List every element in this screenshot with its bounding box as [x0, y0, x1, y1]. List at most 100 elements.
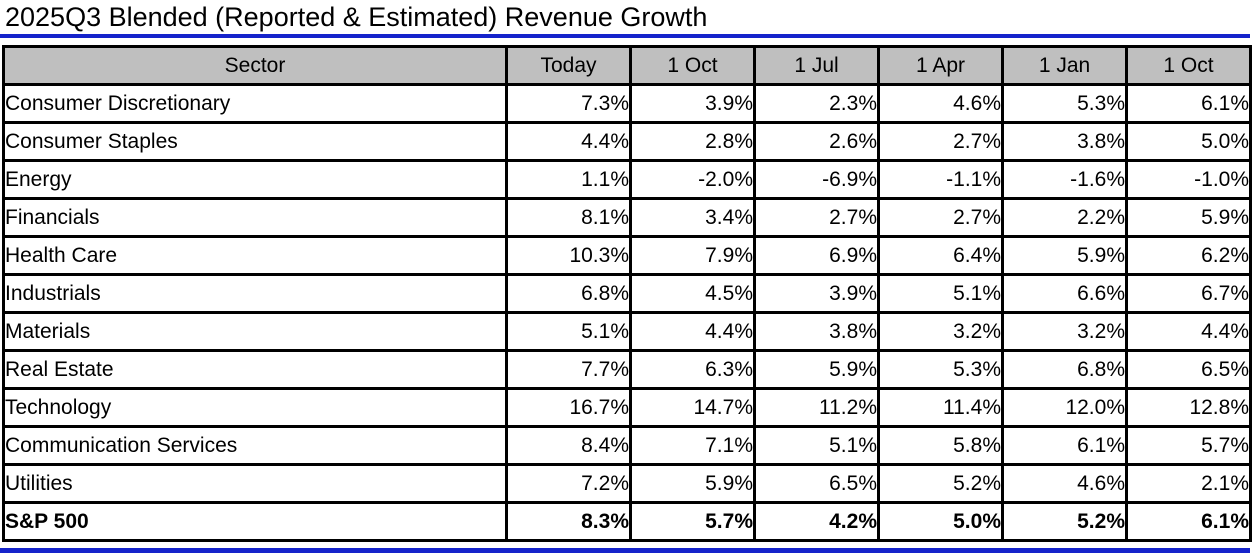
value-cell: 3.2%	[1001, 311, 1128, 352]
value-cell: 2.2%	[1001, 197, 1128, 238]
value-cell: 6.8%	[505, 273, 632, 314]
value-cell: 2.7%	[877, 121, 1004, 162]
value-cell: 7.9%	[629, 235, 756, 276]
column-header: Sector	[2, 45, 508, 86]
column-header: Today	[505, 45, 632, 86]
value-cell: 5.3%	[877, 349, 1004, 390]
value-cell: 5.0%	[1125, 121, 1252, 162]
value-cell: 14.7%	[629, 387, 756, 428]
value-cell: 2.3%	[753, 83, 880, 124]
value-cell: 7.7%	[505, 349, 632, 390]
value-cell: 5.9%	[753, 349, 880, 390]
value-cell: 4.2%	[753, 501, 880, 542]
sector-cell: Materials	[2, 311, 508, 352]
value-cell: 2.8%	[629, 121, 756, 162]
table-row: Consumer Discretionary 7.3% 3.9% 2.3% 4.6% 5.…	[2, 83, 1252, 124]
value-cell: 6.5%	[1125, 349, 1252, 390]
table-row: S&P 500 8.3% 5.7% 4.2% 5.0% 5.2% 6.1%	[2, 501, 1252, 542]
value-cell: 5.9%	[1001, 235, 1128, 276]
value-cell: 5.2%	[877, 463, 1004, 504]
value-cell: 5.2%	[1001, 501, 1128, 542]
value-cell: 12.0%	[1001, 387, 1128, 428]
sector-cell: Consumer Discretionary	[2, 83, 508, 124]
sector-cell: Financials	[2, 197, 508, 238]
value-cell: 6.8%	[1001, 349, 1128, 390]
title-underline-rule	[0, 34, 1250, 38]
value-cell: 6.3%	[629, 349, 756, 390]
value-cell: 5.7%	[629, 501, 756, 542]
value-cell: 5.1%	[505, 311, 632, 352]
table-row: Industrials 6.8% 4.5% 3.9% 5.1% 6.6% 6.7%	[2, 273, 1252, 314]
bottom-rule	[0, 548, 1250, 553]
revenue-growth-table: Sector Today 1 Oct 1 Jul 1 Apr 1 Jan 1 Oct Con…	[2, 45, 1252, 542]
value-cell: -1.1%	[877, 159, 1004, 200]
value-cell: 4.6%	[1001, 463, 1128, 504]
page-title: 2025Q3 Blended (Reported & Estimated) Re…	[5, 2, 708, 32]
value-cell: 5.1%	[877, 273, 1004, 314]
table-row: Real Estate 7.7% 6.3% 5.9% 5.3% 6.8% 6.5%	[2, 349, 1252, 390]
sector-cell: Consumer Staples	[2, 121, 508, 162]
value-cell: 3.8%	[753, 311, 880, 352]
value-cell: 5.8%	[877, 425, 1004, 466]
value-cell: 3.4%	[629, 197, 756, 238]
sector-cell: S&P 500	[2, 501, 508, 542]
value-cell: 8.1%	[505, 197, 632, 238]
column-header: 1 Jan	[1001, 45, 1128, 86]
value-cell: 4.4%	[505, 121, 632, 162]
table-row: Utilities 7.2% 5.9% 6.5% 5.2% 4.6% 2.1%	[2, 463, 1252, 504]
value-cell: 2.1%	[1125, 463, 1252, 504]
value-cell: 3.9%	[753, 273, 880, 314]
value-cell: 12.8%	[1125, 387, 1252, 428]
value-cell: 2.7%	[877, 197, 1004, 238]
value-cell: 5.9%	[1125, 197, 1252, 238]
value-cell: 3.9%	[629, 83, 756, 124]
value-cell: 8.3%	[505, 501, 632, 542]
value-cell: -1.0%	[1125, 159, 1252, 200]
header-row: Sector Today 1 Oct 1 Jul 1 Apr 1 Jan 1 Oct	[2, 45, 1252, 86]
value-cell: 6.1%	[1125, 83, 1252, 124]
table-row: Communication Services 8.4% 7.1% 5.1% 5.8% 6.…	[2, 425, 1252, 466]
column-header: 1 Oct	[1125, 45, 1252, 86]
sector-cell: Communication Services	[2, 425, 508, 466]
sector-cell: Energy	[2, 159, 508, 200]
value-cell: 5.0%	[877, 501, 1004, 542]
value-cell: 3.8%	[1001, 121, 1128, 162]
value-cell: 5.9%	[629, 463, 756, 504]
value-cell: 7.1%	[629, 425, 756, 466]
sector-cell: Industrials	[2, 273, 508, 314]
table-row: Energy 1.1% -2.0% -6.9% -1.1% -1.6% -1.0%	[2, 159, 1252, 200]
value-cell: 11.2%	[753, 387, 880, 428]
value-cell: 6.1%	[1001, 425, 1128, 466]
table-row: Health Care 10.3% 7.9% 6.9% 6.4% 5.9% 6.2%	[2, 235, 1252, 276]
table-row: Materials 5.1% 4.4% 3.8% 3.2% 3.2% 4.4%	[2, 311, 1252, 352]
value-cell: 6.4%	[877, 235, 1004, 276]
value-cell: 6.9%	[753, 235, 880, 276]
value-cell: 6.1%	[1125, 501, 1252, 542]
value-cell: 6.5%	[753, 463, 880, 504]
table-body: Consumer Discretionary 7.3% 3.9% 2.3% 4.6% 5.…	[2, 83, 1252, 542]
value-cell: 2.6%	[753, 121, 880, 162]
value-cell: 6.2%	[1125, 235, 1252, 276]
value-cell: 4.4%	[1125, 311, 1252, 352]
value-cell: 5.7%	[1125, 425, 1252, 466]
value-cell: 2.7%	[753, 197, 880, 238]
column-header: 1 Oct	[629, 45, 756, 86]
value-cell: 5.1%	[753, 425, 880, 466]
sector-cell: Health Care	[2, 235, 508, 276]
value-cell: 8.4%	[505, 425, 632, 466]
sector-cell: Real Estate	[2, 349, 508, 390]
value-cell: 4.5%	[629, 273, 756, 314]
value-cell: -2.0%	[629, 159, 756, 200]
column-header: 1 Apr	[877, 45, 1004, 86]
value-cell: -6.9%	[753, 159, 880, 200]
table-row: Consumer Staples 4.4% 2.8% 2.6% 2.7% 3.8% 5.0%	[2, 121, 1252, 162]
value-cell: 6.6%	[1001, 273, 1128, 314]
value-cell: 11.4%	[877, 387, 1004, 428]
value-cell: 5.3%	[1001, 83, 1128, 124]
value-cell: -1.6%	[1001, 159, 1128, 200]
value-cell: 1.1%	[505, 159, 632, 200]
value-cell: 4.4%	[629, 311, 756, 352]
value-cell: 4.6%	[877, 83, 1004, 124]
value-cell: 6.7%	[1125, 273, 1252, 314]
